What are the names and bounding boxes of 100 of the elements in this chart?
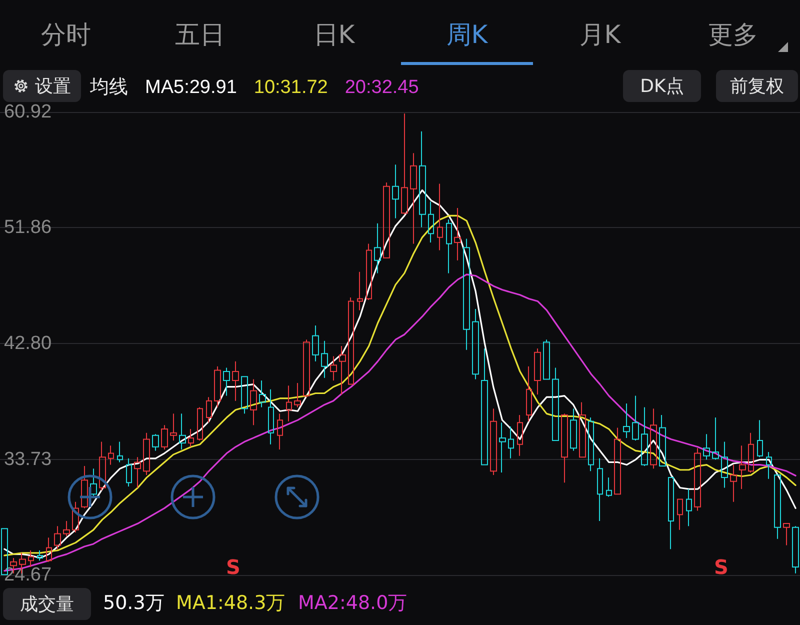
y-tick-label: 51.86 bbox=[4, 217, 52, 238]
y-tick-label: 33.73 bbox=[4, 448, 52, 470]
candlestick bbox=[294, 382, 301, 408]
text: MA5:29.91 bbox=[145, 77, 237, 98]
candlestick bbox=[490, 408, 497, 476]
candlestick bbox=[659, 414, 666, 467]
candlestick bbox=[117, 441, 123, 463]
candlestick bbox=[499, 422, 506, 473]
candlestick bbox=[392, 164, 399, 219]
candlestick bbox=[339, 345, 346, 396]
candlestick bbox=[303, 339, 310, 398]
candlestick bbox=[241, 376, 248, 414]
candlestick bbox=[348, 296, 354, 385]
legend-title: 均线 bbox=[89, 77, 128, 98]
candlestick bbox=[63, 520, 70, 537]
candlestick bbox=[472, 308, 479, 380]
candlestick bbox=[206, 396, 212, 424]
candlestick bbox=[72, 501, 79, 533]
y-tick-label: 60.92 bbox=[4, 102, 52, 122]
candlestick bbox=[99, 441, 106, 491]
candlestick bbox=[508, 426, 514, 459]
candlestick bbox=[286, 385, 292, 422]
text: 日K bbox=[313, 20, 355, 49]
candlestick bbox=[419, 130, 426, 228]
candlestick bbox=[606, 477, 612, 498]
candlestick bbox=[526, 366, 532, 422]
candlestick bbox=[401, 113, 408, 215]
y-tick-label: 42.80 bbox=[4, 332, 52, 354]
candlestick bbox=[774, 474, 781, 540]
candlestick bbox=[410, 152, 417, 244]
settings-button: 设置 bbox=[3, 70, 81, 102]
candlestick bbox=[134, 456, 141, 488]
dk-button: DK点 bbox=[623, 70, 701, 102]
candlestick bbox=[383, 182, 390, 258]
candlestick bbox=[694, 448, 701, 512]
candlestick bbox=[37, 550, 43, 562]
candlestick bbox=[517, 414, 523, 456]
candlestick bbox=[357, 271, 363, 311]
candlestick bbox=[730, 464, 737, 502]
candlestick bbox=[766, 452, 772, 480]
volume-button: 成交量 bbox=[3, 588, 91, 620]
candlestick bbox=[686, 488, 692, 527]
candlestick bbox=[277, 413, 283, 450]
candlestick bbox=[437, 183, 443, 251]
candlestick bbox=[188, 428, 194, 448]
candlestick bbox=[28, 550, 34, 568]
candlestick bbox=[552, 367, 559, 442]
annotation: S bbox=[714, 555, 728, 579]
candlestick bbox=[597, 458, 603, 522]
candlestick bbox=[579, 402, 586, 458]
candlestick bbox=[614, 427, 621, 495]
candlestick bbox=[783, 523, 790, 546]
candlestick bbox=[792, 526, 799, 574]
candlestick bbox=[330, 356, 337, 381]
candlestick bbox=[366, 243, 372, 301]
candlestick bbox=[588, 417, 594, 472]
candlestick bbox=[223, 367, 230, 396]
candlestick bbox=[534, 348, 541, 396]
text: 月K bbox=[579, 20, 621, 49]
candlestick bbox=[703, 434, 710, 460]
annotation: S bbox=[226, 555, 240, 579]
text: 更多 bbox=[708, 20, 758, 49]
candlestick bbox=[161, 424, 168, 450]
text: MA2:48.0万 bbox=[298, 592, 408, 614]
candlestick bbox=[641, 406, 648, 467]
candlestick bbox=[250, 378, 257, 426]
candlestick bbox=[712, 417, 719, 460]
candlestick bbox=[721, 441, 728, 488]
candlestick bbox=[268, 388, 274, 445]
text: 20:32.45 bbox=[344, 77, 419, 98]
candlestick bbox=[374, 222, 381, 274]
text: 分时 bbox=[41, 20, 91, 49]
text: 10:31.72 bbox=[254, 77, 328, 98]
candlestick bbox=[197, 406, 203, 442]
candlestick bbox=[748, 432, 754, 473]
candlestick bbox=[543, 339, 550, 380]
candlestick bbox=[126, 458, 132, 487]
candlestick bbox=[170, 413, 177, 442]
candlestick bbox=[214, 366, 221, 408]
candlestick bbox=[677, 498, 683, 530]
candlestick bbox=[463, 238, 470, 350]
candlestick bbox=[454, 208, 461, 261]
adjust-button: 前复权 bbox=[716, 70, 798, 102]
candlestick bbox=[90, 468, 97, 498]
text: 五日 bbox=[175, 20, 225, 49]
candlestick bbox=[757, 420, 763, 458]
candlestick bbox=[46, 537, 52, 562]
text: MA1:48.3万 bbox=[176, 592, 286, 614]
candlestick bbox=[179, 413, 186, 450]
candlestick bbox=[428, 201, 434, 244]
candlestick bbox=[321, 340, 328, 378]
text: 周K bbox=[446, 20, 488, 49]
candlestick bbox=[650, 408, 657, 470]
candlestick bbox=[232, 360, 239, 402]
candlestick bbox=[259, 380, 266, 408]
candlestick bbox=[739, 445, 746, 490]
candlestick bbox=[623, 402, 630, 438]
candlestick bbox=[54, 526, 61, 550]
text: 50.3万 bbox=[103, 592, 164, 614]
candlestick bbox=[108, 445, 114, 466]
